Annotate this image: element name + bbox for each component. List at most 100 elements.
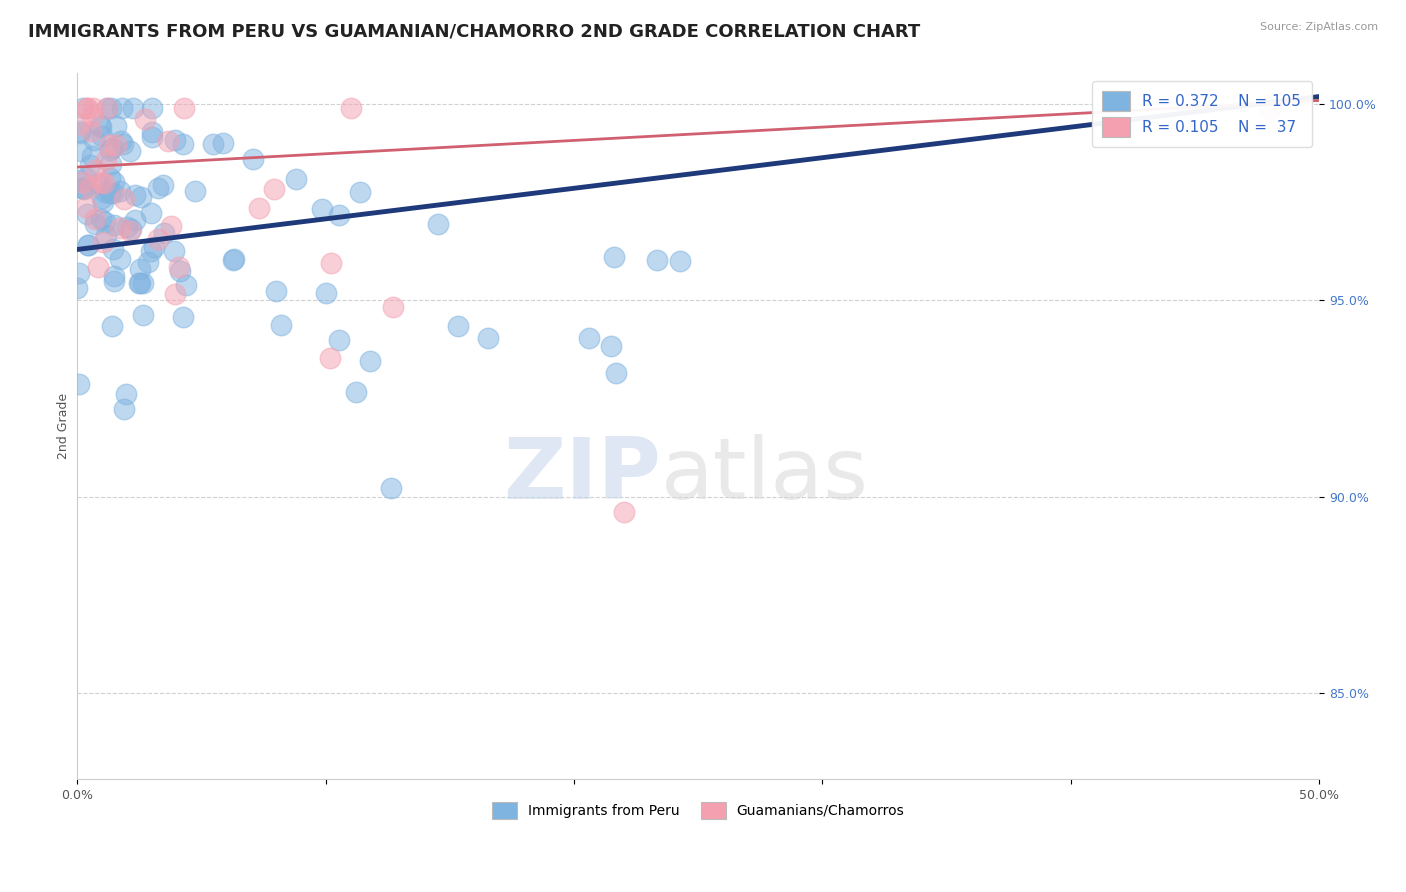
Point: [96, 227, 118, 242]
Point: [77, 238, 100, 252]
Point: [98, 170, 121, 185]
Point: [153, 227, 176, 241]
Point: [101, 141, 124, 155]
Point: [128, 262, 150, 277]
Point: [83, 217, 105, 231]
Point: [202, 137, 225, 152]
Point: [124, 213, 146, 227]
Point: [141, 101, 163, 115]
Point: [141, 125, 163, 139]
Point: [163, 286, 186, 301]
Point: [76, 101, 98, 115]
Point: [600, 338, 623, 352]
Point: [89, 177, 111, 191]
Point: [80, 123, 103, 137]
Point: [75, 200, 97, 214]
Point: [108, 184, 131, 198]
Point: [91, 191, 114, 205]
Point: [100, 143, 122, 157]
Point: [67, 266, 90, 280]
Point: [169, 264, 191, 278]
Point: [157, 134, 180, 148]
Point: [184, 184, 207, 198]
Y-axis label: 2nd Grade: 2nd Grade: [58, 392, 70, 459]
Point: [91, 194, 114, 209]
Point: [84, 163, 107, 178]
Point: [114, 387, 136, 401]
Point: [129, 190, 152, 204]
Point: [70, 180, 93, 194]
Point: [79, 179, 101, 194]
Point: [100, 157, 122, 171]
Point: [94, 153, 117, 167]
Point: [311, 202, 333, 217]
Point: [129, 276, 152, 290]
Point: [79, 158, 101, 172]
Point: [270, 318, 292, 333]
Point: [132, 308, 155, 322]
Point: [93, 235, 115, 250]
Point: [101, 186, 124, 200]
Point: [103, 175, 125, 189]
Point: [141, 130, 163, 145]
Point: [89, 118, 111, 132]
Point: [578, 331, 600, 345]
Point: [349, 186, 371, 200]
Point: [645, 252, 668, 267]
Point: [72, 180, 94, 194]
Point: [603, 250, 626, 264]
Point: [222, 252, 245, 266]
Point: [148, 180, 170, 194]
Point: [263, 182, 285, 196]
Point: [103, 219, 125, 233]
Point: [613, 505, 636, 519]
Point: [264, 285, 287, 299]
Point: [172, 136, 194, 151]
Point: [242, 152, 264, 166]
Point: [67, 172, 90, 186]
Point: [101, 319, 124, 334]
Point: [83, 133, 105, 147]
Point: [87, 260, 110, 274]
Point: [69, 124, 91, 138]
Point: [120, 222, 142, 236]
Point: [112, 192, 135, 206]
Point: [70, 145, 93, 159]
Point: [76, 101, 98, 115]
Point: [72, 101, 94, 115]
Point: [103, 268, 125, 283]
Point: [172, 310, 194, 324]
Point: [427, 217, 450, 231]
Point: [72, 176, 94, 190]
Point: [174, 278, 197, 293]
Point: [339, 101, 361, 115]
Point: [344, 384, 367, 399]
Point: [284, 172, 307, 186]
Point: [96, 101, 118, 115]
Point: [120, 145, 142, 159]
Point: [382, 300, 405, 314]
Point: [115, 220, 138, 235]
Point: [105, 119, 128, 133]
Point: [69, 117, 91, 131]
Point: [124, 187, 146, 202]
Point: [111, 136, 134, 151]
Point: [319, 351, 342, 365]
Point: [77, 237, 100, 252]
Point: [66, 280, 89, 294]
Point: [669, 254, 692, 268]
Point: [162, 244, 184, 258]
Point: [160, 219, 183, 233]
Point: [212, 136, 235, 150]
Point: [103, 243, 125, 257]
Point: [80, 149, 103, 163]
Point: [98, 186, 121, 200]
Point: [319, 256, 342, 270]
Point: [111, 101, 134, 115]
Point: [328, 208, 350, 222]
Point: [108, 252, 131, 266]
Point: [76, 207, 98, 221]
Point: [122, 101, 145, 115]
Point: [142, 240, 165, 254]
Point: [1258, 101, 1281, 115]
